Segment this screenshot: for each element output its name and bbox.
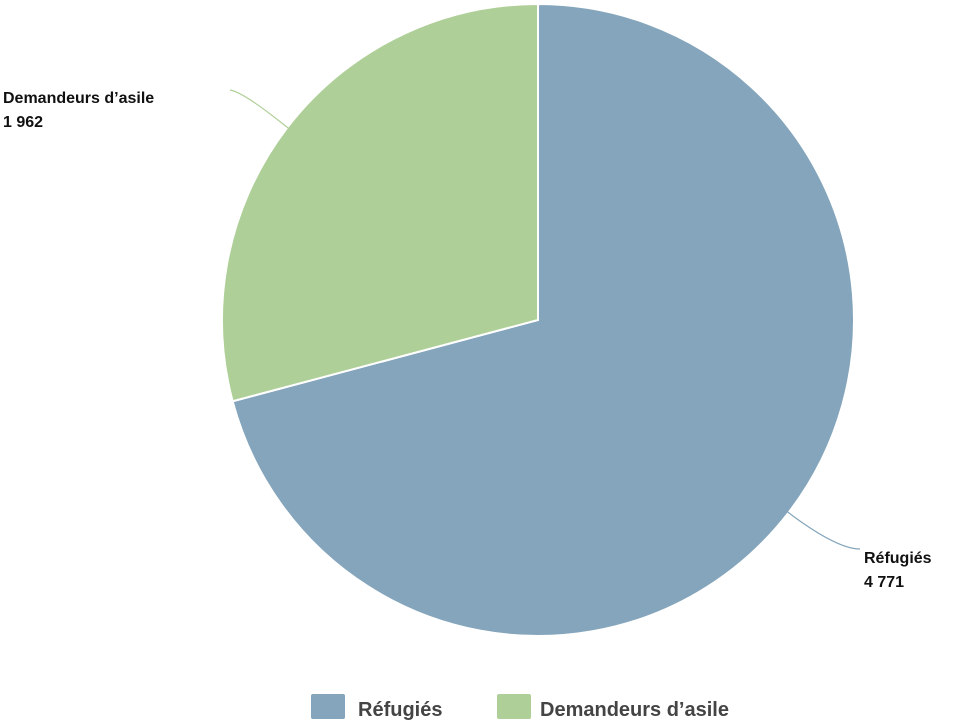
legend-item-demandeurs[interactable]: Demandeurs d’asile [497, 694, 729, 721]
legend-label-demandeurs: Demandeurs d’asile [540, 699, 729, 721]
slice-label-refugies-name: Réfugiés [864, 550, 932, 567]
label-connectors [229, 89, 861, 550]
legend-swatch-refugies [311, 694, 345, 719]
slice-label-refugies-value: 4 771 [864, 574, 904, 591]
legend-swatch-demandeurs [497, 694, 531, 719]
connector-refugies [772, 499, 861, 550]
slice-label-demandeurs-value: 1 962 [3, 114, 43, 131]
slice-label-demandeurs-name: Demandeurs d’asile [3, 90, 154, 107]
legend: Réfugiés Demandeurs d’asile [311, 694, 729, 721]
legend-item-refugies[interactable]: Réfugiés [311, 694, 442, 721]
legend-label-refugies: Réfugiés [358, 699, 442, 721]
connector-demandeurs [229, 89, 304, 141]
pie-slices [221, 2, 855, 637]
